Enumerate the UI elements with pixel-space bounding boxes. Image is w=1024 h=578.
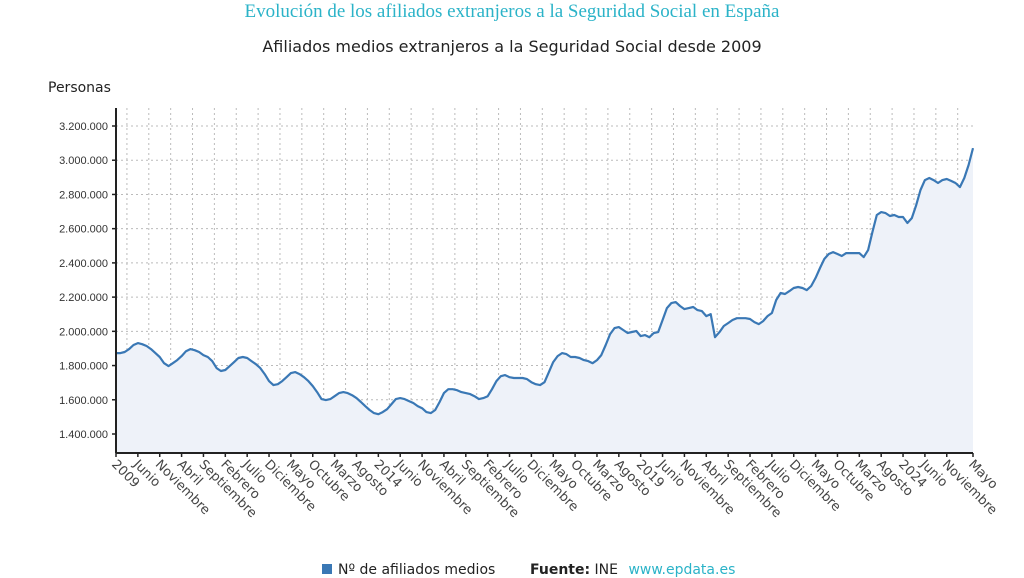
y-tick-label: 1.600.000: [59, 395, 108, 407]
y-tick-label: 2.200.000: [59, 292, 108, 304]
y-axis-label: Personas: [48, 80, 111, 96]
y-tick-label: 2.600.000: [59, 224, 108, 236]
y-tick-label: 3.200.000: [59, 121, 108, 133]
y-tick-label: 1.800.000: [59, 361, 108, 373]
source-label: Fuente:: [530, 562, 591, 578]
y-tick-label: 2.000.000: [59, 326, 108, 338]
axes: [115, 108, 973, 454]
series-line: [116, 147, 975, 416]
chart-title: Evolución de los afiliados extranjeros a…: [244, 1, 780, 22]
y-tick-label: 2.400.000: [59, 258, 108, 270]
chart-subtitle: Afiliados medios extranjeros a la Seguri…: [262, 37, 762, 56]
series-area: [116, 148, 973, 453]
y-axis-ticks: 1.400.000 1.600.000 1.800.000 2.000.000 2.20…: [59, 121, 116, 441]
x-axis-ticks: 2009JunioNoviembreAbrilSeptiembreFebrero…: [108, 453, 1000, 521]
legend-label: Nº de afiliados medios: [338, 562, 496, 578]
source-link[interactable]: www.epdata.es: [628, 562, 736, 578]
source: Fuente: INE www.epdata.es: [530, 562, 735, 578]
y-tick-label: 1.400.000: [59, 429, 108, 441]
legend-swatch: [322, 564, 332, 574]
y-tick-label: 2.800.000: [59, 189, 108, 201]
y-tick-label: 3.000.000: [59, 155, 108, 167]
source-value: INE: [594, 562, 618, 578]
legend: Nº de afiliados medios: [322, 562, 495, 578]
